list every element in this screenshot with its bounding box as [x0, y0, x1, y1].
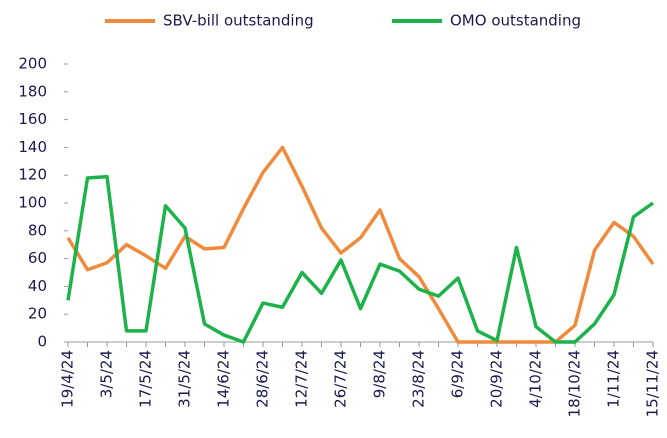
x-tick-label: 28/6/24: [254, 350, 272, 408]
y-tick-label: 0: [37, 333, 47, 351]
x-tick-label: 18/10/24: [566, 350, 584, 417]
x-tick-label: 4/10/24: [527, 350, 545, 408]
x-tick-label: 6/9/24: [449, 350, 467, 398]
series-line: [66, 174, 655, 344]
legend-label: OMO outstanding: [450, 12, 581, 30]
y-tick-label: 160: [18, 110, 47, 128]
y-tick-label: 120: [18, 166, 47, 184]
series-line: [66, 145, 655, 344]
y-tick-label: 180: [18, 82, 47, 100]
x-tick-label: 3/5/24: [98, 350, 116, 398]
x-tick-label: 19/4/24: [59, 350, 77, 408]
x-tick-label: 26/7/24: [332, 350, 350, 408]
y-tick-label: 200: [18, 55, 47, 73]
x-tick-label: 12/7/24: [293, 350, 311, 408]
x-tick-label: 23/8/24: [410, 350, 428, 408]
x-tick-label: 20/9/24: [488, 350, 506, 408]
legend-label: SBV-bill outstanding: [163, 12, 314, 30]
x-tick-label: 1/11/24: [605, 350, 623, 408]
y-tick-label: 60: [28, 249, 47, 267]
x-tick-label: 31/5/24: [176, 350, 194, 408]
x-tick-label: 9/8/24: [371, 350, 389, 398]
y-tick-label: 140: [18, 138, 47, 156]
x-tick-label: 14/6/24: [215, 350, 233, 408]
x-tick-label: 17/5/24: [137, 350, 155, 408]
y-tick-label: 40: [28, 277, 47, 295]
y-tick-label: 20: [28, 305, 47, 323]
x-tick-label: 15/11/24: [644, 350, 662, 417]
y-tick-label: 80: [28, 221, 47, 239]
y-tick-label: 100: [18, 194, 47, 212]
